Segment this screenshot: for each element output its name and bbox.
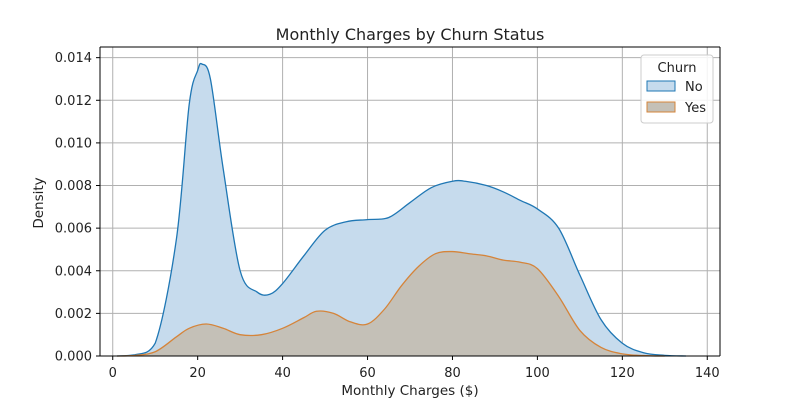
axes	[99, 46, 721, 357]
y-tick-label-4: 0.008	[55, 179, 92, 194]
x-axis-label: Monthly Charges ($)	[341, 383, 478, 399]
y-tick-label-1: 0.002	[55, 307, 92, 322]
x-axis-ticks: 0 20 40 60 80 100 120 140	[109, 356, 720, 381]
x-tick-label-0: 0	[109, 366, 117, 381]
x-tick-label-7: 140	[695, 366, 720, 381]
legend-label-no: No	[685, 80, 703, 95]
y-tick-label-0: 0.000	[55, 350, 92, 365]
y-tick-label-2: 0.004	[55, 264, 92, 279]
legend-swatch-yes	[646, 101, 676, 113]
x-tick-label-4: 80	[444, 366, 461, 381]
y-tick-label-7: 0.014	[55, 51, 92, 66]
chart-title: Monthly Charges by Churn Status	[276, 25, 545, 44]
x-tick-label-2: 40	[274, 366, 291, 381]
density-areas	[116, 62, 687, 357]
density-line-no	[116, 62, 687, 357]
density-fill-yes	[116, 251, 665, 356]
legend: Churn No Yes	[640, 54, 714, 124]
legend-items: No Yes	[646, 80, 706, 116]
y-tick-label-3: 0.006	[55, 222, 92, 237]
y-axis-ticks: 0.000 0.002 0.004 0.006 0.008 0.010 0.012 0.014	[55, 51, 100, 365]
y-axis-label: Density	[31, 177, 47, 228]
legend-swatch-no	[646, 80, 676, 92]
x-tick-label-3: 60	[359, 366, 376, 381]
legend-title: Churn	[658, 61, 697, 76]
y-tick-label-6: 0.012	[55, 94, 92, 109]
x-tick-label-1: 20	[189, 366, 206, 381]
y-tick-label-5: 0.010	[55, 136, 92, 151]
legend-label-yes: Yes	[684, 101, 706, 116]
density-line-yes	[116, 250, 665, 357]
x-tick-label-6: 120	[610, 366, 635, 381]
x-tick-label-5: 100	[525, 366, 550, 381]
